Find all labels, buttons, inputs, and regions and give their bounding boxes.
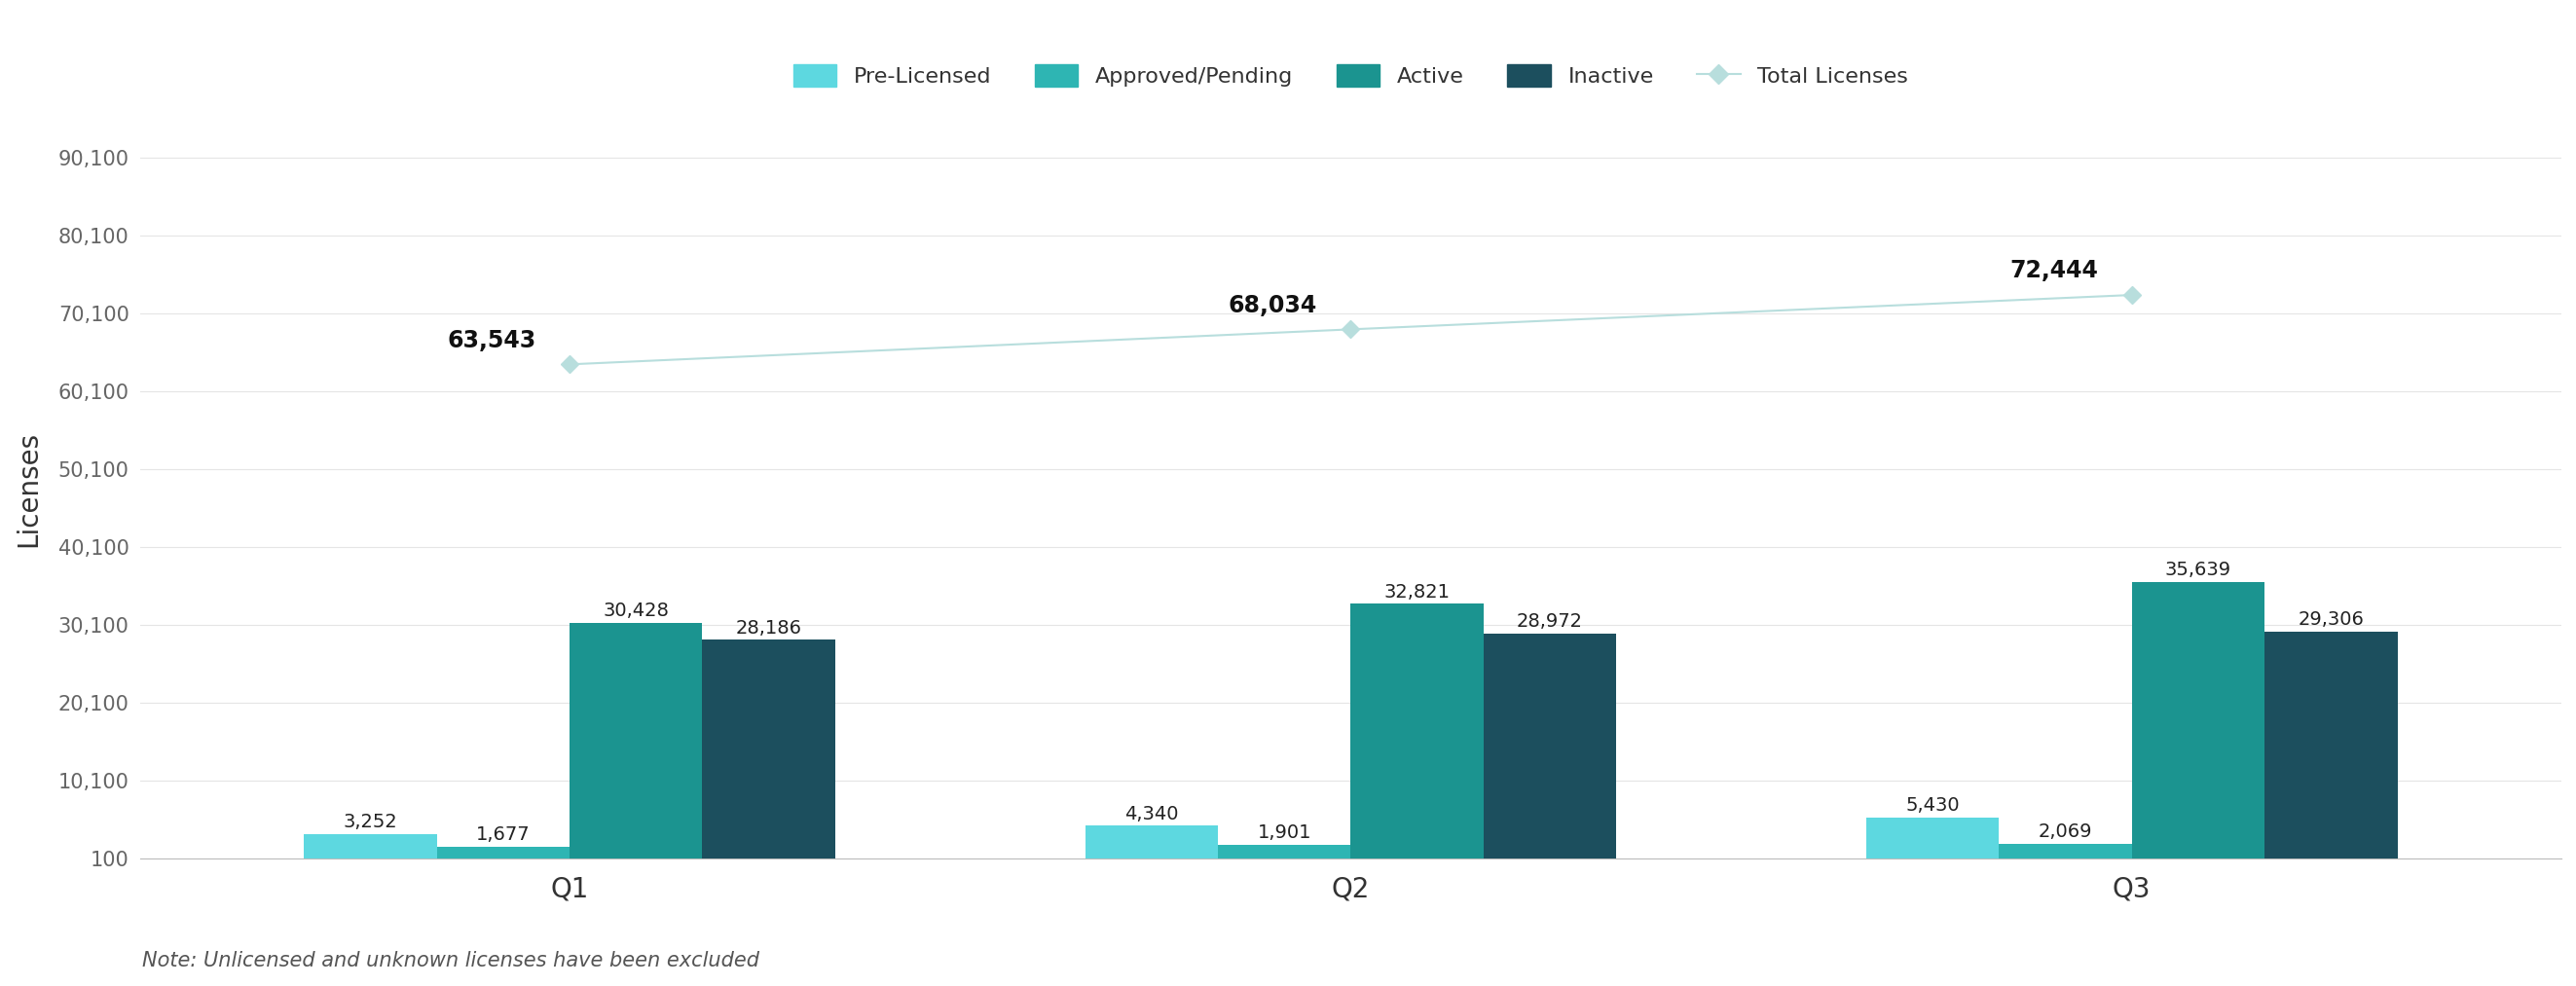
Text: 1,901: 1,901: [1257, 823, 1311, 842]
Text: 2,069: 2,069: [2038, 822, 2092, 841]
Text: 1,677: 1,677: [477, 825, 531, 844]
Text: 3,252: 3,252: [343, 813, 397, 831]
Bar: [304, 834, 438, 860]
Text: 68,034: 68,034: [1229, 294, 1316, 317]
Text: 32,821: 32,821: [1383, 583, 1450, 601]
Bar: [1084, 826, 1218, 860]
Y-axis label: Licenses: Licenses: [15, 431, 41, 547]
Bar: [703, 640, 835, 860]
Bar: [1350, 603, 1484, 860]
Bar: [1999, 844, 2133, 860]
Text: 28,186: 28,186: [737, 619, 801, 637]
Bar: [1484, 634, 1615, 860]
Text: 4,340: 4,340: [1126, 805, 1177, 823]
Bar: [2264, 631, 2398, 860]
Text: 35,639: 35,639: [2164, 561, 2231, 579]
Bar: [1218, 845, 1350, 860]
Text: 30,428: 30,428: [603, 601, 670, 620]
Text: 5,430: 5,430: [1906, 796, 1960, 814]
Legend: Pre-Licensed, Approved/Pending, Active, Inactive, Total Licenses: Pre-Licensed, Approved/Pending, Active, …: [783, 56, 1917, 96]
Text: 29,306: 29,306: [2298, 610, 2365, 628]
Bar: [569, 622, 703, 860]
Text: 28,972: 28,972: [1517, 612, 1584, 631]
Text: 63,543: 63,543: [448, 328, 536, 352]
Bar: [438, 847, 569, 860]
Text: 72,444: 72,444: [2009, 259, 2097, 283]
Text: Note: Unlicensed and unknown licenses have been excluded: Note: Unlicensed and unknown licenses ha…: [142, 951, 760, 970]
Bar: [2133, 582, 2264, 860]
Bar: [1865, 817, 1999, 860]
